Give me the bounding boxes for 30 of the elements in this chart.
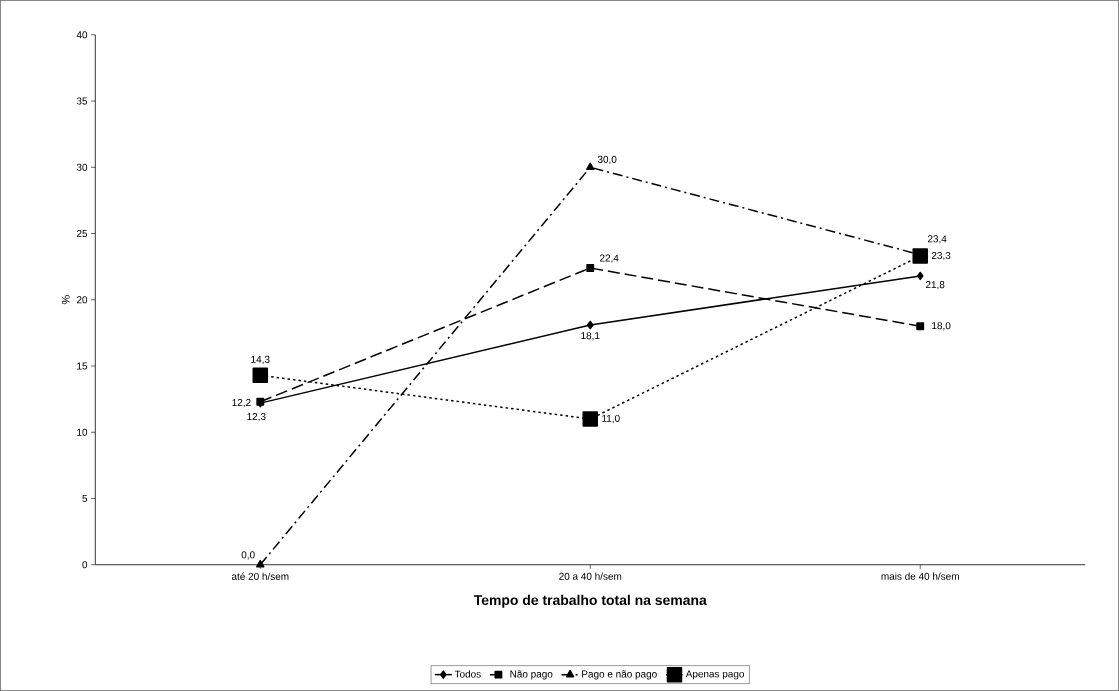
y-tick-label: 35 [76, 97, 88, 105]
y-tick-label: 5 [82, 495, 88, 502]
x-axis-title: Tempo de trabalho total na semana [473, 594, 707, 608]
x-tick-label: 20 a 40 h/sem [559, 572, 622, 580]
x-tick-label: mais de 40 h/sem [881, 572, 959, 580]
data-label: 18,0 [932, 322, 951, 331]
x-tick-label: até 20 h/sem [231, 572, 289, 580]
y-tick-label: 25 [76, 229, 88, 238]
data-label: 23,4 [927, 235, 947, 244]
y-tick-label: 20 [76, 296, 88, 304]
legend-label: Pago e não pago [582, 670, 657, 680]
legend-label: Apenas pago [685, 670, 744, 680]
data-label: 12,2 [232, 398, 251, 408]
data-label: 21,8 [925, 281, 945, 290]
legend-label: Não pago [510, 670, 553, 680]
y-tick-label: 10 [77, 428, 88, 436]
y-tick-label: 0 [82, 561, 88, 569]
data-label: 14,3 [251, 355, 270, 365]
data-label: 0,0 [241, 551, 255, 560]
data-label: 11,0 [602, 414, 620, 424]
data-label: 30,0 [597, 155, 617, 165]
data-label: 22,4 [599, 254, 619, 263]
legend-label: Todos [454, 670, 481, 678]
data-label: 18,1 [581, 332, 600, 341]
data-label: 12,3 [247, 412, 266, 422]
data-label: 23,3 [931, 251, 951, 261]
y-tick-label: 30 [76, 163, 88, 171]
y-axis-title: % [61, 295, 70, 305]
y-tick-label: 15 [77, 362, 88, 370]
y-tick-label: 40 [76, 31, 88, 39]
